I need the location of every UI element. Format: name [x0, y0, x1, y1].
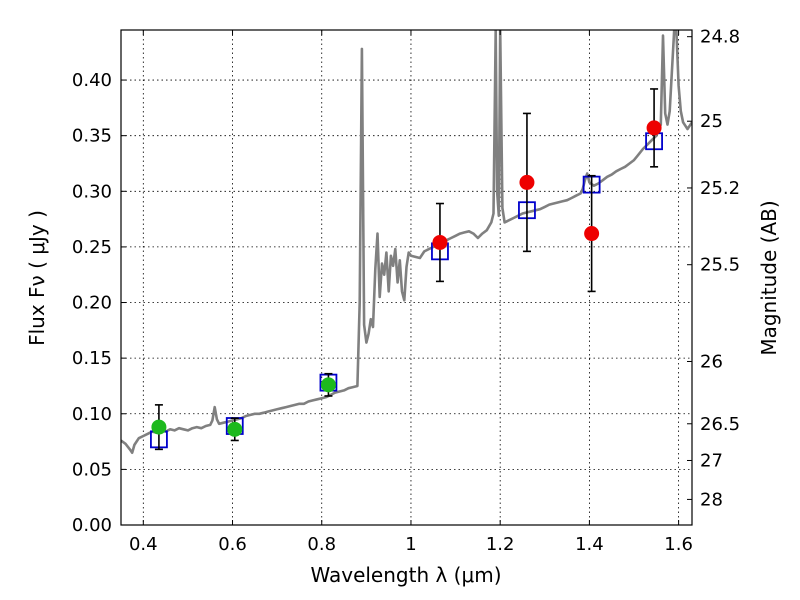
mag-tick-label: 28 [700, 489, 723, 510]
mag-tick-label: 27 [700, 450, 723, 471]
y-tick-label: 0.10 [72, 404, 112, 425]
observed-flux-point [432, 234, 448, 250]
observed-flux-point [151, 419, 167, 435]
x-axis-label: Wavelength λ (μm) [310, 563, 501, 587]
y-tick-label: 0.15 [72, 348, 112, 369]
x-tick-label: 1.6 [664, 534, 693, 555]
x-tick-label: 1 [405, 534, 416, 555]
x-tick-label: 1.4 [575, 534, 604, 555]
y-tick-label: 0.05 [72, 459, 112, 480]
observed-flux-point [320, 377, 336, 393]
mag-tick-label: 24.8 [700, 27, 740, 48]
mag-tick-label: 25 [700, 111, 723, 132]
x-tick-label: 0.4 [129, 534, 158, 555]
axis-ticks: 0.4 0.6 0.8 1 1.2 1.4 1.6 0.00 0.05 0.10 0.15 0.20 0… [72, 27, 740, 555]
y-tick-label: 0.35 [72, 126, 112, 147]
observed-flux-point [584, 226, 600, 242]
observed-flux-point [227, 421, 243, 437]
mag-tick-label: 25.5 [700, 255, 740, 276]
sed-model-line [121, 30, 692, 454]
mag-tick-label: 26.5 [700, 414, 740, 435]
y2-axis-label: Magnitude (AB) [757, 200, 781, 355]
y-axis-label: Flux Fν ( μJy ) [25, 210, 49, 346]
plot-area [121, 30, 692, 454]
observed-flux-point [519, 174, 535, 190]
y-tick-label: 0.25 [72, 237, 112, 258]
x-tick-label: 0.6 [218, 534, 247, 555]
x-tick-label: 1.2 [486, 534, 515, 555]
y-tick-label: 0.00 [72, 515, 112, 536]
mag-tick-label: 25.2 [700, 178, 740, 199]
observed-flux-point [646, 120, 662, 136]
mag-tick-label: 26 [700, 351, 723, 372]
series-group [121, 30, 692, 454]
plot-frame [120, 29, 693, 526]
x-tick-label: 0.8 [307, 534, 336, 555]
y-tick-label: 0.40 [72, 70, 112, 91]
y-tick-label: 0.30 [72, 181, 112, 202]
y-tick-label: 0.20 [72, 293, 112, 314]
